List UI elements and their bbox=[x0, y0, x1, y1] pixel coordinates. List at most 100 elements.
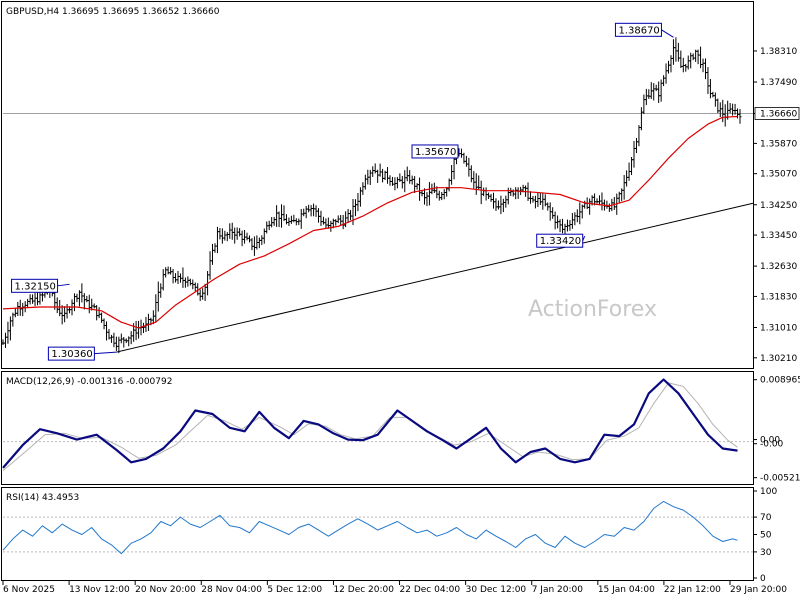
price-bar bbox=[223, 230, 227, 241]
price-y-tick-label: 1.35070 bbox=[760, 170, 797, 180]
price-bar bbox=[55, 297, 59, 314]
price-bar bbox=[321, 216, 325, 225]
price-bar bbox=[583, 200, 587, 209]
price-bar bbox=[105, 321, 109, 341]
price-bar bbox=[31, 294, 35, 304]
price-bar bbox=[174, 273, 178, 283]
price-bar bbox=[664, 63, 668, 84]
price-bar bbox=[16, 301, 20, 316]
price-bar bbox=[326, 217, 330, 229]
price-bar bbox=[238, 228, 242, 237]
price-bar bbox=[575, 209, 579, 223]
price-bar bbox=[65, 304, 69, 319]
price-bar bbox=[277, 211, 281, 228]
price-bar bbox=[257, 237, 261, 249]
callout-box bbox=[11, 278, 59, 293]
date-tick-label: 30 Dec 12:00 bbox=[466, 585, 527, 595]
price-bar bbox=[159, 283, 163, 298]
price-bar bbox=[418, 177, 422, 201]
callout-leader bbox=[661, 29, 674, 38]
price-bar bbox=[6, 321, 10, 344]
price-y-tick-label: 1.32630 bbox=[760, 262, 797, 272]
price-y-tick-label: 1.33450 bbox=[760, 231, 797, 241]
price-bar bbox=[319, 210, 323, 226]
price-bar bbox=[63, 306, 67, 323]
price-bar bbox=[415, 183, 419, 190]
axes-group: 1.38310 1.37490 1.36660 1.35870 1.35070 1.342… bbox=[2, 47, 800, 595]
price-bar bbox=[464, 155, 468, 167]
price-bar bbox=[403, 170, 407, 193]
price-bar bbox=[230, 222, 234, 240]
price-bar bbox=[551, 207, 555, 219]
price-bar bbox=[358, 187, 362, 207]
price-bar bbox=[561, 218, 565, 234]
date-tick-label: 7 Jan 20:00 bbox=[532, 585, 584, 595]
price-bar bbox=[95, 305, 99, 321]
price-bar bbox=[588, 198, 592, 215]
price-bar bbox=[686, 55, 690, 70]
price-bar bbox=[600, 192, 604, 211]
price-y-tick-label: 1.34250 bbox=[760, 201, 797, 211]
price-bar bbox=[100, 312, 104, 323]
price-bar bbox=[489, 193, 493, 202]
price-bar bbox=[607, 203, 611, 212]
price-bar bbox=[97, 307, 101, 319]
price-y-tick-label: 1.31010 bbox=[760, 323, 797, 333]
price-bar bbox=[146, 313, 150, 332]
price-bar bbox=[405, 166, 409, 182]
price-bar bbox=[395, 176, 399, 189]
price-bar bbox=[528, 191, 532, 204]
price-bar bbox=[137, 320, 141, 339]
rsi-series-group bbox=[2, 500, 753, 555]
price-bar bbox=[706, 67, 710, 94]
macd-signal-line bbox=[2, 382, 738, 471]
price-bar bbox=[558, 219, 562, 233]
price-bar bbox=[437, 190, 441, 201]
price-bar bbox=[324, 218, 328, 228]
date-tick-label: 6 Nov 2025 bbox=[3, 585, 55, 595]
rsi-y-tick-label: 100 bbox=[760, 487, 777, 497]
price-bar bbox=[220, 228, 224, 244]
price-pane-border bbox=[1, 1, 754, 369]
price-bar bbox=[280, 204, 284, 228]
price-bar bbox=[289, 215, 293, 224]
price-bar bbox=[329, 220, 333, 232]
price-bar bbox=[171, 268, 175, 284]
price-bar bbox=[711, 91, 715, 98]
price-bar bbox=[541, 193, 545, 210]
macd-y-tick-label: 0.008965 bbox=[760, 376, 800, 386]
price-bar bbox=[114, 336, 118, 351]
price-bar bbox=[349, 210, 353, 221]
price-bar bbox=[494, 198, 498, 211]
price-bar bbox=[479, 180, 483, 205]
price-bar bbox=[341, 214, 345, 230]
price-bar bbox=[33, 293, 37, 307]
price-bar bbox=[612, 196, 616, 210]
price-bar bbox=[723, 104, 727, 127]
price-bar bbox=[109, 334, 113, 343]
price-bar bbox=[467, 157, 471, 177]
price-bar bbox=[689, 52, 693, 69]
price-bar bbox=[164, 267, 168, 278]
price-bar bbox=[514, 187, 518, 200]
callout-label: 1.32150 bbox=[15, 281, 56, 292]
price-bar bbox=[637, 125, 641, 147]
price-bar bbox=[235, 227, 239, 240]
price-bar bbox=[381, 168, 385, 183]
price-bar bbox=[647, 89, 651, 99]
price-bar bbox=[218, 227, 222, 240]
price-y-tick-label: 1.38310 bbox=[760, 47, 797, 57]
price-y-tick-label: 1.37490 bbox=[760, 78, 797, 88]
price-bar bbox=[679, 50, 683, 69]
price-bar bbox=[667, 60, 671, 74]
callout-box bbox=[47, 346, 95, 361]
price-bar bbox=[80, 283, 84, 303]
price-pane-title: GBPUSD,H4 1.36695 1.36695 1.36652 1.3666… bbox=[6, 7, 220, 17]
price-bar bbox=[728, 103, 732, 114]
price-bar bbox=[644, 88, 648, 106]
current-price-box bbox=[754, 107, 800, 120]
price-bar bbox=[297, 218, 301, 226]
price-bar bbox=[718, 102, 722, 117]
price-bar bbox=[696, 49, 700, 65]
macd-y-tick-label: 0.00 bbox=[760, 436, 780, 446]
